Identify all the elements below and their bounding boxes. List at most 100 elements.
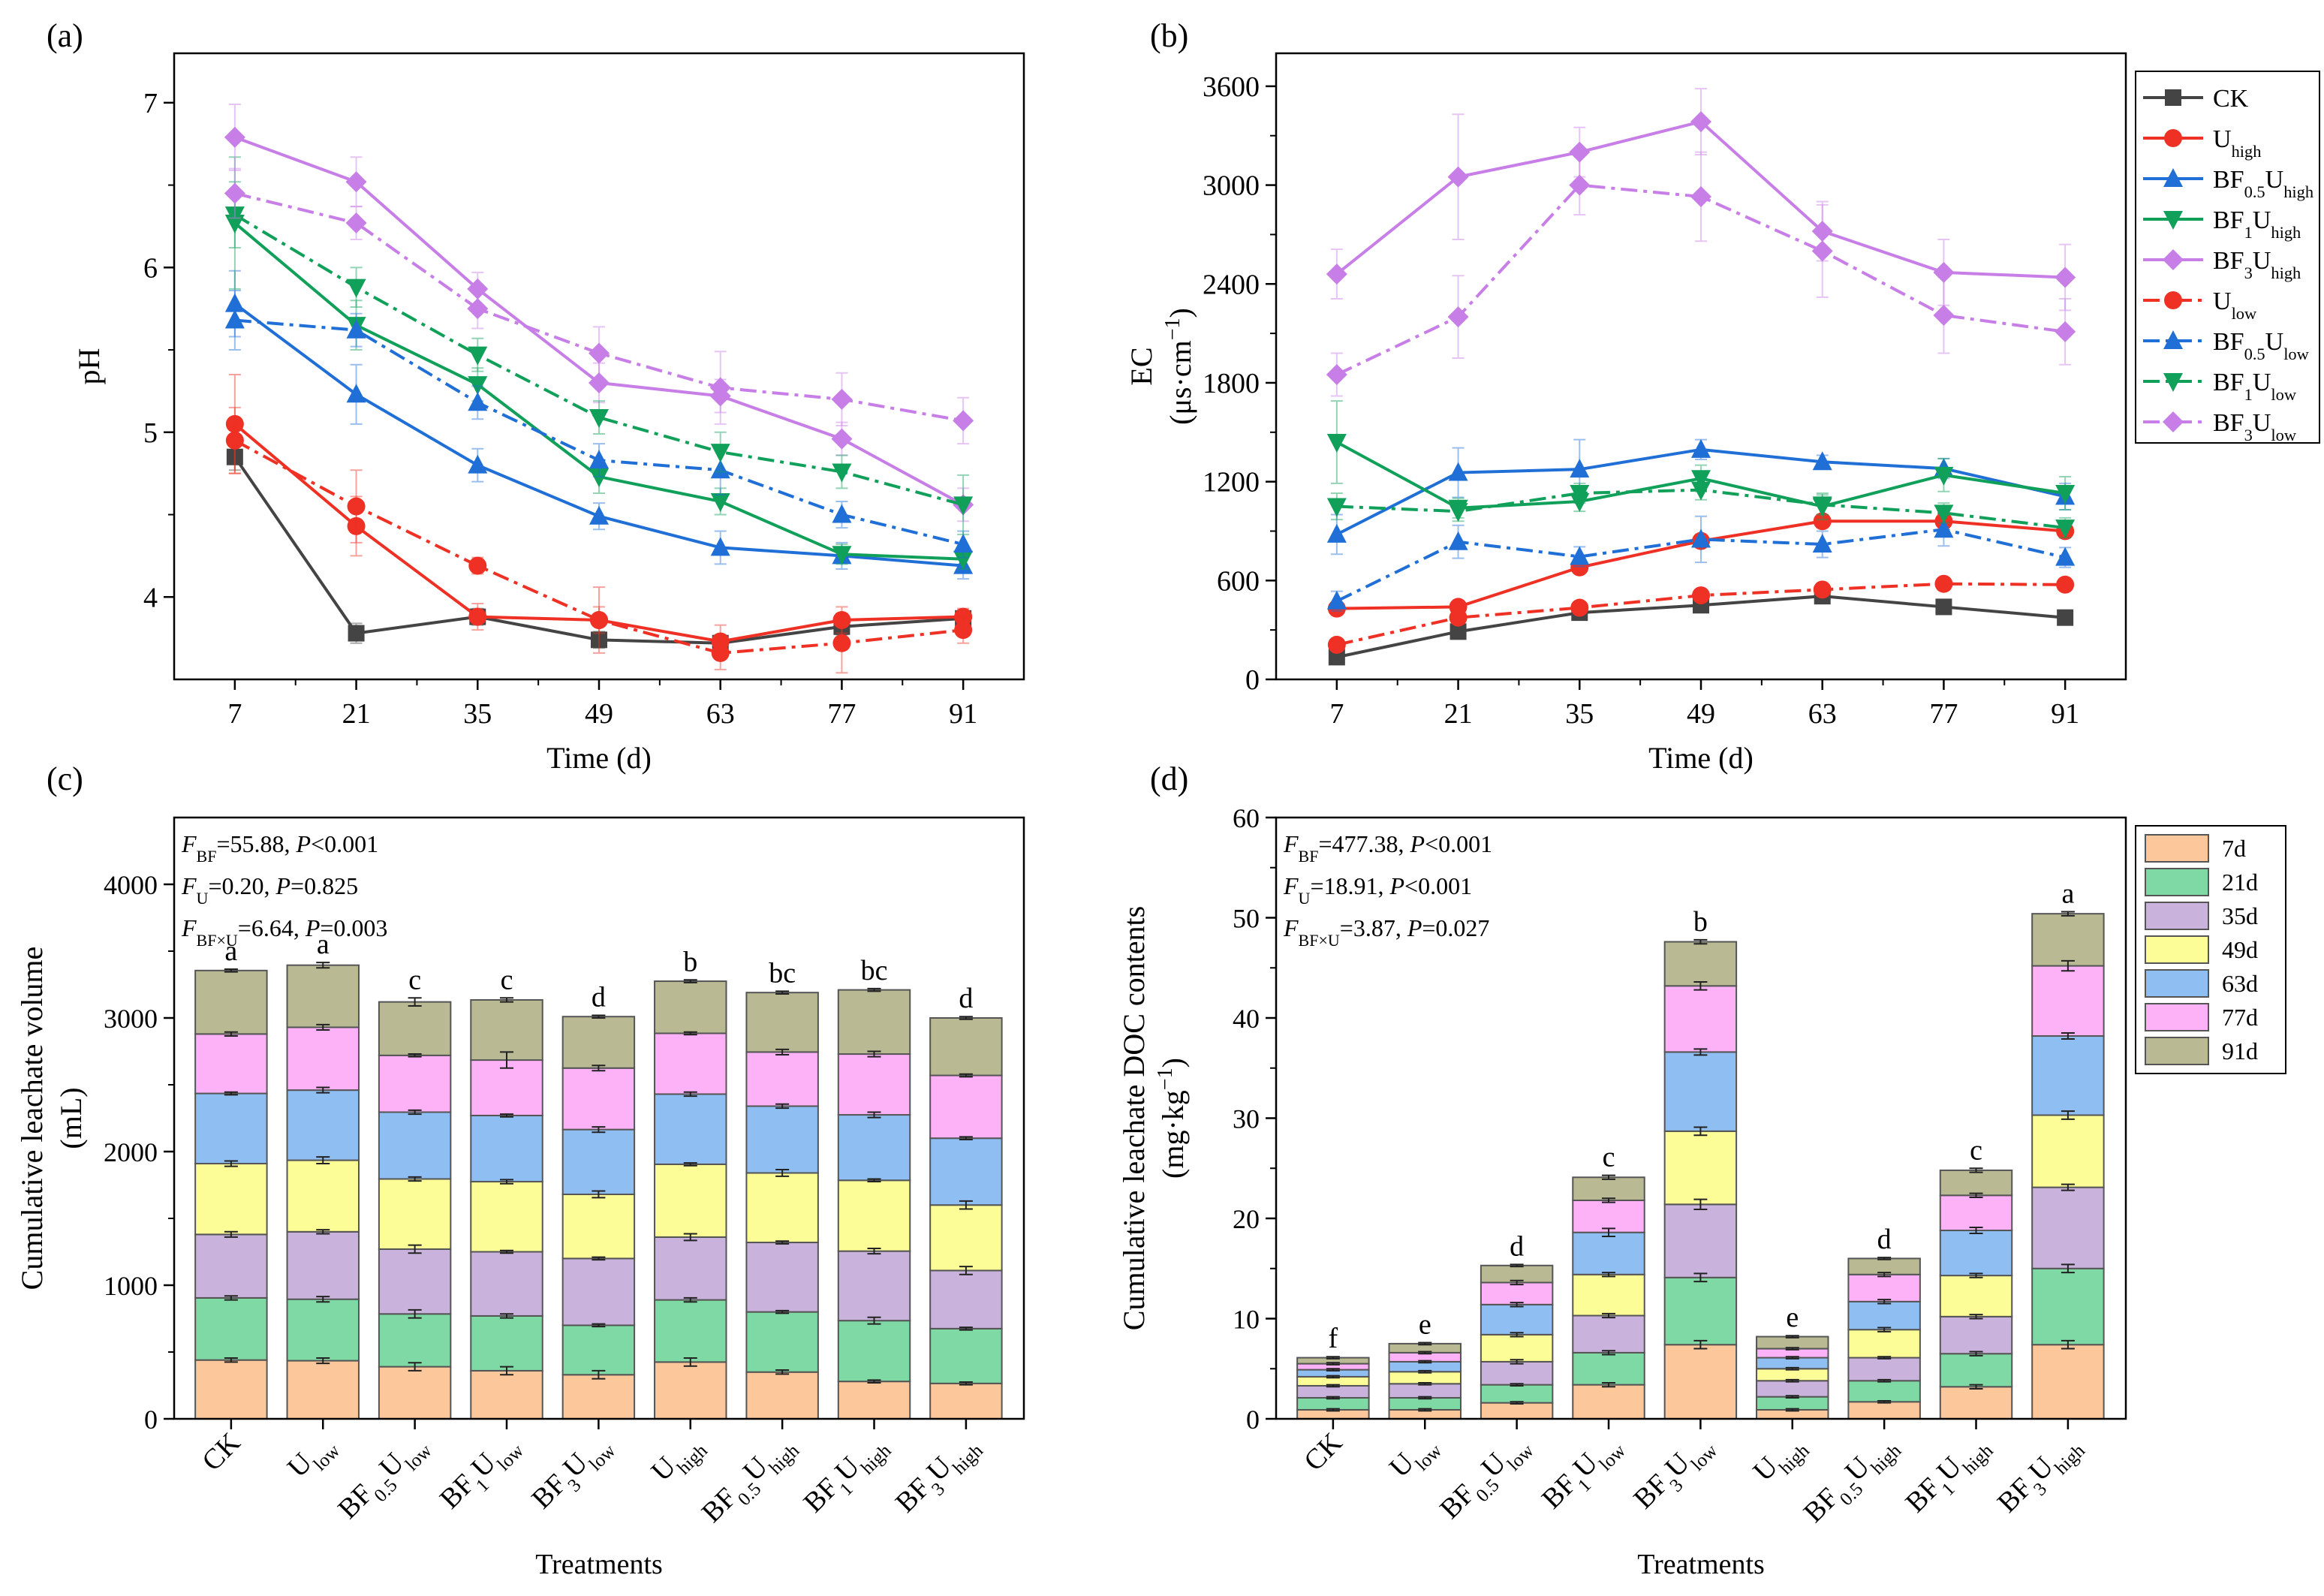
error-bar [867, 1316, 881, 1325]
bar-segment [1480, 1281, 1554, 1305]
data-point [1934, 504, 1954, 524]
error-bar [1418, 1351, 1432, 1355]
stat-line: FBF×U=6.64, P=0.003 [181, 914, 387, 950]
bar-segment [286, 1026, 360, 1092]
stat-f: F [181, 914, 197, 941]
x-tick-label: 35 [463, 698, 492, 730]
error-bar [1693, 1198, 1708, 1210]
error-bar [1969, 1192, 1983, 1198]
y-tick-label: 5 [143, 417, 158, 449]
data-point [831, 388, 853, 410]
legend-item: BF1Ulow [2143, 369, 2297, 404]
bar-segment [745, 1371, 819, 1420]
data-point [226, 448, 243, 465]
error-bar [867, 1178, 881, 1183]
bar-segment [837, 1250, 911, 1322]
error-bar [1418, 1342, 1432, 1346]
data-point [953, 496, 974, 516]
data-point [589, 342, 610, 364]
bar-segment [1847, 1273, 1921, 1302]
bar-segment [837, 1053, 911, 1116]
bar-segment [2031, 1186, 2105, 1269]
bar-segment [470, 1181, 543, 1253]
bar-segment [561, 1067, 636, 1131]
data-point [832, 610, 851, 629]
data-point [954, 621, 973, 640]
significance-letter: a [317, 929, 330, 960]
error-bar [867, 1248, 881, 1255]
y-axis-title: Cumulative leachate DOC contents [1117, 906, 1151, 1330]
label-mid: U [1567, 1447, 1604, 1483]
bar-segment [1572, 1231, 1645, 1275]
error-bar [1785, 1395, 1799, 1399]
x-tick-label: BF0.5Ulow [332, 1427, 435, 1531]
bar-segment [561, 1257, 636, 1326]
bar-segment [1847, 1300, 1921, 1331]
label-base: CK [2213, 85, 2249, 113]
label-mid: U [1475, 1447, 1512, 1483]
y-tick-label: 600 [1217, 565, 1260, 597]
data-point [1570, 459, 1590, 478]
legend-item: Ulow [2143, 288, 2257, 323]
data-point [832, 634, 851, 652]
bar-stack: e [1756, 1302, 1829, 1420]
data-point [1449, 608, 1468, 627]
bar-segment [2031, 1035, 2105, 1116]
error-bar [1969, 1351, 1983, 1357]
data-point [832, 463, 852, 483]
data-point [1934, 574, 1953, 593]
legend-swatch [2145, 935, 2209, 964]
error-bar [1602, 1272, 1616, 1278]
unit-sup: −1 [1154, 1068, 1177, 1090]
error-bar [2061, 1110, 2075, 1120]
significance-letter: c [1603, 1142, 1615, 1173]
bar-segment [1756, 1336, 1829, 1350]
error-bar [1785, 1366, 1799, 1371]
data-point [1813, 512, 1832, 531]
x-tick-label: 21 [342, 698, 371, 730]
data-point [1326, 523, 1347, 543]
y-axis-title: EC [1124, 347, 1158, 385]
error-bar [408, 1109, 422, 1116]
stat-pvalue: =0.027 [1422, 914, 1489, 941]
y-tick-label: 20 [1233, 1204, 1260, 1234]
stat-line: FBF×U=3.87, P=0.027 [1283, 914, 1489, 950]
bar-segment [1572, 1314, 1645, 1354]
y-tick-label: 6 [143, 252, 158, 284]
error-bar [775, 1048, 790, 1055]
y-tick-label: 30 [1233, 1104, 1260, 1134]
error-bar [683, 1162, 697, 1167]
legend-item: 21d [2145, 868, 2258, 896]
x-axis-title: Treatments [1637, 1549, 1765, 1580]
label-mid: U [921, 1450, 958, 1487]
bar-segment [194, 1296, 268, 1361]
error-bar [1510, 1383, 1524, 1387]
label-base: U [645, 1450, 682, 1487]
error-bar [1693, 980, 1708, 991]
significance-letter: d [1510, 1230, 1524, 1262]
bar-segment [929, 1382, 1003, 1420]
label-mid: U [2265, 166, 2284, 194]
error-bar [1693, 1048, 1708, 1056]
x-tick-label: BF3Ulow [1627, 1427, 1721, 1521]
x-tick-label: Ulow [281, 1427, 344, 1489]
x-tick-label: 63 [706, 698, 735, 730]
bar-segment [929, 1269, 1003, 1329]
error-bar [224, 968, 238, 973]
label-mid: U [557, 1447, 594, 1483]
stat-f: F [181, 872, 197, 899]
bar-segment [286, 1298, 360, 1362]
data-point [1448, 531, 1468, 550]
error-bar [1877, 1378, 1892, 1383]
bar-stack: c [378, 964, 452, 1420]
label-mid: U [829, 1450, 865, 1487]
data-point [1811, 221, 1833, 242]
bar-segment [286, 1089, 360, 1161]
data-point [348, 625, 365, 642]
significance-letter: d [959, 983, 973, 1014]
stat-line: FBF=55.88, P<0.001 [181, 830, 378, 866]
bar-segment [561, 1324, 636, 1376]
significance-letter: c [1970, 1134, 1982, 1166]
bar-segment [378, 1178, 452, 1250]
legend-marker [2163, 373, 2183, 392]
